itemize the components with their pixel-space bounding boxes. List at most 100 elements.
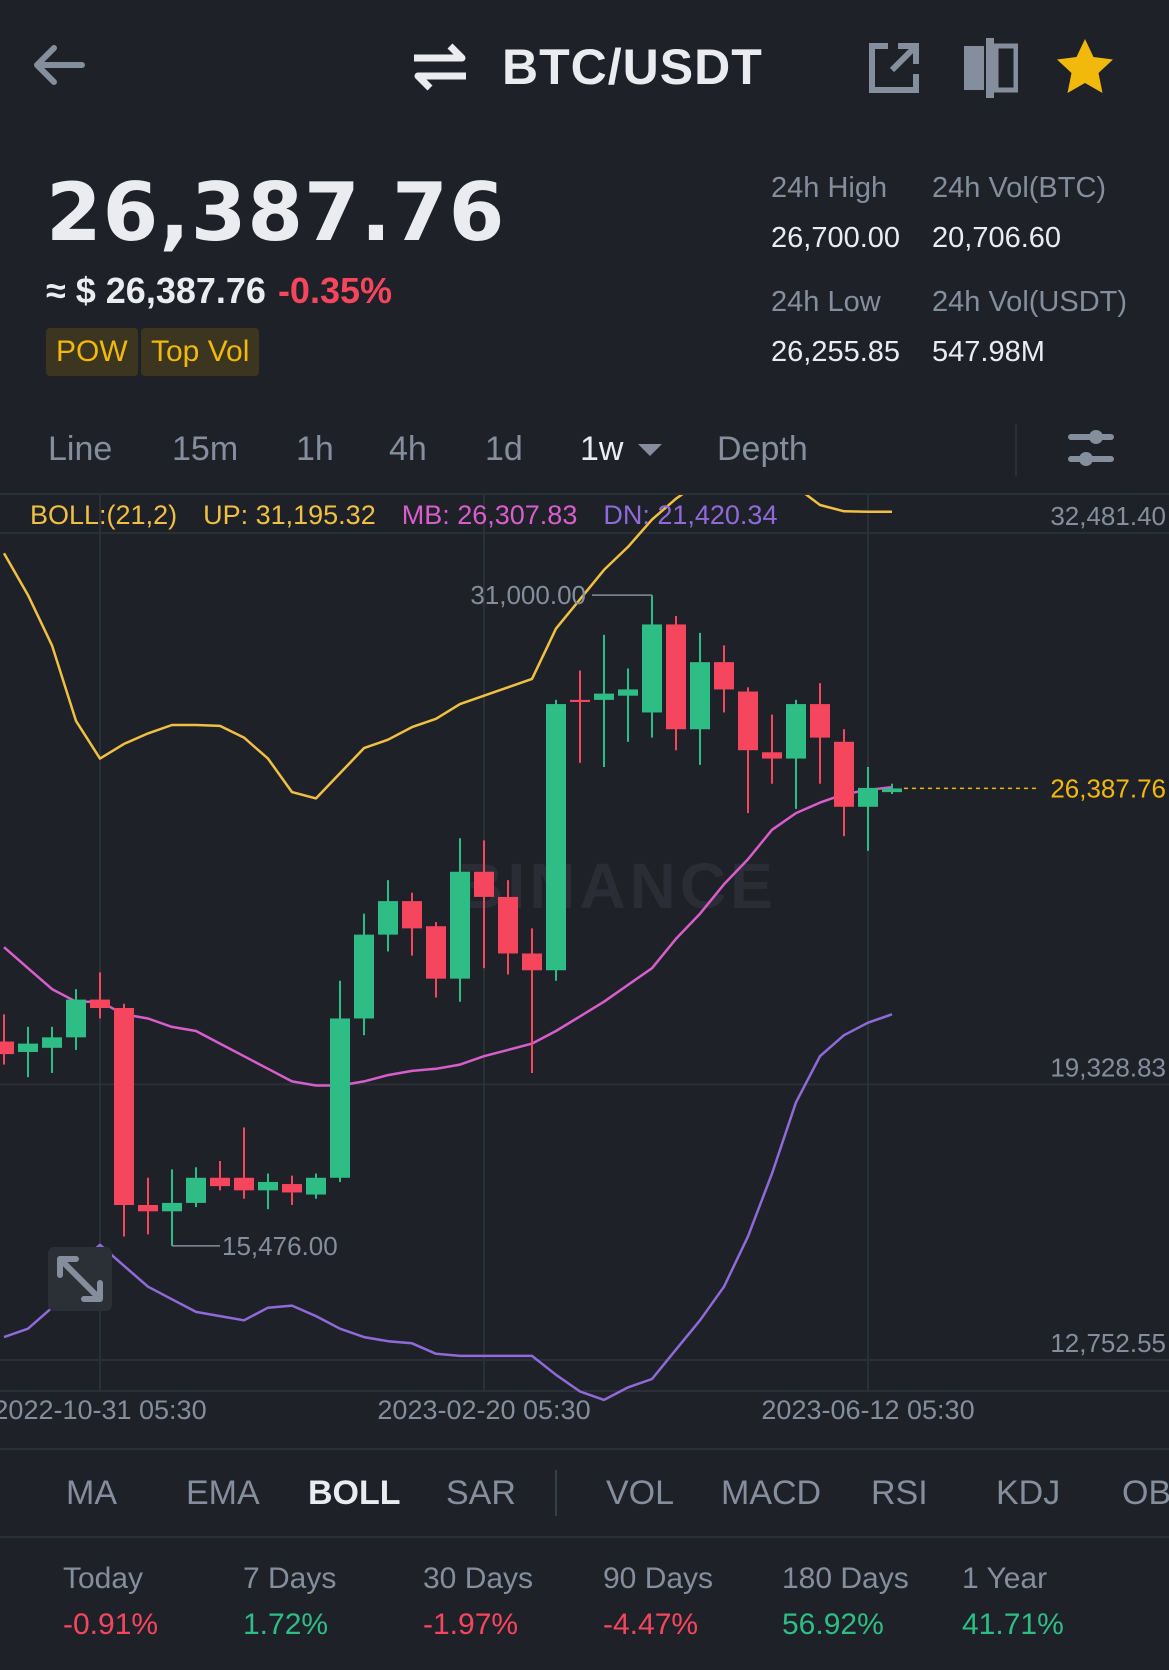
candle	[306, 1173, 326, 1199]
tab-1d[interactable]: 1d	[485, 430, 523, 468]
indicator-sar[interactable]: SAR	[446, 1474, 516, 1512]
boll-name: BOLL:(21,2)	[30, 500, 178, 530]
perf-value-1y: 41.71%	[962, 1608, 1064, 1641]
max-price-label: 31,000.00	[470, 580, 586, 610]
candle	[858, 766, 878, 851]
chevron-down-icon[interactable]	[638, 444, 662, 456]
fullscreen-button[interactable]	[48, 1247, 112, 1311]
tab-4h[interactable]: 4h	[389, 430, 427, 468]
perf-label-90d: 90 Days	[603, 1562, 714, 1595]
perf-label-180d: 180 Days	[782, 1562, 909, 1595]
candle-body	[786, 704, 806, 759]
candle	[546, 699, 566, 981]
candle	[642, 595, 662, 738]
divider	[0, 493, 1169, 495]
swap-arrows-icon[interactable]	[410, 40, 470, 94]
perf-label-7d: 7 Days	[243, 1562, 337, 1595]
candle	[666, 616, 686, 751]
candle	[762, 714, 782, 784]
perf-label-1y: 1 Year	[962, 1562, 1048, 1595]
candle-body	[882, 788, 902, 793]
candle-body	[666, 624, 686, 730]
candle-body	[858, 787, 878, 807]
x-axis-label: 2023-06-12 05:30	[761, 1395, 974, 1425]
share-button[interactable]	[866, 40, 922, 96]
candle	[66, 989, 86, 1050]
price-change-percent: -0.35%	[277, 270, 393, 311]
favorite-button[interactable]	[1054, 36, 1116, 98]
indicator-ema[interactable]: EMA	[186, 1474, 260, 1512]
pair-title[interactable]: BTC/USDT	[502, 39, 763, 95]
candle	[690, 632, 710, 765]
candle-body	[90, 999, 110, 1008]
divider	[1015, 424, 1017, 476]
tab-line[interactable]: Line	[48, 430, 113, 468]
tab-1h[interactable]: 1h	[296, 430, 334, 468]
high-value: 26,700.00	[771, 222, 901, 254]
tab-15m[interactable]: 15m	[172, 430, 239, 468]
tag-pow[interactable]: POW	[46, 328, 138, 376]
tag-top-vol[interactable]: Top Vol	[141, 328, 260, 376]
y-axis-label: 12,752.55	[1050, 1328, 1166, 1358]
candle	[834, 729, 854, 837]
candle-body	[810, 704, 830, 738]
candle-body	[714, 662, 734, 690]
candle	[522, 928, 542, 1073]
x-axis-label: 2023-02-20 05:30	[377, 1395, 590, 1425]
candle-body	[642, 624, 662, 713]
y-axis-label: 32,481.40	[1050, 501, 1166, 531]
indicator-kdj[interactable]: KDJ	[996, 1474, 1061, 1512]
indicator-ma[interactable]: MA	[66, 1474, 117, 1512]
candlestick-chart[interactable]: BINANCE31,000.0015,476.0032,481.4019,328…	[0, 495, 1169, 1430]
candle	[258, 1173, 278, 1210]
back-button[interactable]	[28, 36, 94, 94]
candle	[186, 1167, 206, 1208]
boll-dn-line	[3, 1013, 893, 1402]
candle-body	[570, 699, 590, 702]
candle	[570, 670, 590, 763]
chart-settings-button[interactable]	[1066, 424, 1116, 474]
indicator-bar: MA EMA BOLL SAR VOL MACD RSI KDJ OB	[0, 1448, 1169, 1538]
candle-body	[42, 1037, 62, 1048]
arrow-left-icon	[34, 45, 85, 85]
top-bar: BTC/USDT	[0, 0, 1169, 140]
candle-body	[546, 704, 566, 971]
candle-body	[66, 999, 86, 1038]
star-icon	[1057, 39, 1113, 93]
candle-body	[234, 1177, 254, 1191]
perf-value-180d: 56.92%	[782, 1608, 884, 1641]
candle-body	[522, 953, 542, 971]
share-external-icon	[869, 43, 919, 93]
compare-button[interactable]	[962, 36, 1019, 100]
candle-body	[474, 871, 494, 897]
indicator-macd[interactable]: MACD	[721, 1474, 822, 1512]
candle	[354, 913, 374, 1036]
candle-body	[834, 741, 854, 807]
perf-value-7d: 1.72%	[243, 1608, 329, 1641]
tab-1w[interactable]: 1w	[580, 430, 624, 468]
boll-up-line	[2, 495, 892, 800]
candle	[114, 1003, 134, 1237]
candle-body	[618, 689, 638, 696]
candle-body	[762, 752, 782, 759]
indicator-vol[interactable]: VOL	[606, 1474, 675, 1512]
candle	[282, 1175, 302, 1206]
tab-depth[interactable]: Depth	[717, 430, 808, 468]
indicator-boll[interactable]: BOLL	[308, 1474, 401, 1512]
candle-body	[258, 1181, 278, 1191]
candle	[882, 783, 902, 795]
candle-body	[114, 1007, 134, 1206]
candle	[474, 840, 494, 969]
vol-btc-value: 20,706.60	[932, 222, 1062, 254]
candle-body	[426, 926, 446, 979]
indicator-ob[interactable]: OB	[1122, 1474, 1169, 1512]
candle-body	[690, 662, 710, 730]
current-price-tag	[1040, 770, 1169, 807]
candle-body	[162, 1202, 182, 1212]
candle	[450, 838, 470, 1002]
low-label: 24h Low	[771, 286, 881, 318]
candle	[330, 980, 350, 1182]
current-price-label: 26,387.76	[1050, 773, 1166, 803]
fiat-price-row: ≈ $ 26,387.76 -0.35%	[46, 270, 392, 312]
indicator-rsi[interactable]: RSI	[871, 1474, 928, 1512]
